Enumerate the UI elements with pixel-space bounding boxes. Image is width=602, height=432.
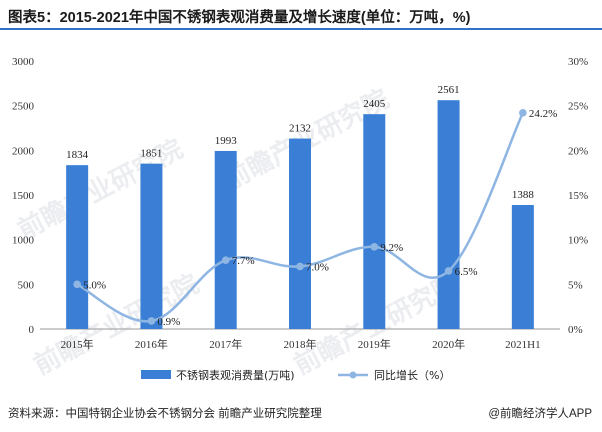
legend-line-marker [349, 371, 357, 379]
y-right-tick-label: 30% [568, 56, 588, 68]
chart-title: 图表5：2015-2021年中国不锈钢表观消费量及增长速度(单位：万吨，%) [8, 10, 471, 26]
bar-value-label: 1388 [512, 189, 535, 201]
bar [140, 163, 163, 329]
x-tick-label: 2021H1 [505, 339, 540, 351]
growth-point [370, 243, 379, 251]
legend-line-label: 同比增长（%） [374, 368, 450, 382]
y-left-tick-label: 3000 [12, 56, 35, 68]
bar [66, 165, 89, 329]
growth-point [221, 256, 230, 265]
legend-bar-swatch [141, 370, 171, 379]
x-tick-label: 2018年 [284, 337, 317, 351]
y-right-tick-label: 20% [568, 145, 588, 157]
source-note: 资料来源：中国特钢企业协会不锈钢分会 前瞻产业研究院整理 [8, 408, 322, 420]
combo-chart: 前瞻产业研究院前瞻产业研究院前瞻产业研究院前瞻产业研究院050010001500… [12, 56, 588, 382]
growth-value-label: 7.0% [306, 261, 329, 273]
growth-value-label: 5.0% [83, 279, 106, 291]
bar-value-label: 1851 [140, 148, 162, 160]
growth-value-label: 0.9% [157, 316, 180, 328]
growth-point [147, 317, 156, 325]
y-right-tick-label: 25% [568, 101, 588, 113]
y-right-tick-label: 0% [568, 324, 583, 336]
growth-point [519, 109, 527, 117]
y-left-tick-label: 2500 [12, 101, 35, 113]
growth-point [73, 280, 81, 289]
x-tick-label: 2017年 [209, 337, 242, 351]
growth-value-label: 24.2% [529, 108, 557, 120]
title-rule [0, 28, 602, 30]
y-left-tick-label: 1500 [12, 190, 35, 202]
bar [214, 150, 237, 329]
credit-note: @前瞻经济学人APP [488, 408, 592, 420]
bar-value-label: 2561 [438, 84, 460, 96]
bar-value-label: 2405 [363, 98, 386, 110]
x-tick-label: 2020年 [432, 337, 465, 351]
bar-value-label: 1834 [66, 149, 89, 161]
growth-point [444, 267, 453, 275]
y-right-tick-label: 15% [568, 190, 588, 202]
growth-value-label: 9.2% [380, 242, 403, 254]
y-left-tick-label: 2000 [12, 145, 35, 157]
bar [363, 114, 386, 329]
bar [511, 205, 534, 329]
x-tick-label: 2016年 [135, 337, 168, 351]
bar [437, 100, 460, 329]
growth-point [296, 262, 304, 271]
bar-value-label: 1993 [215, 135, 238, 147]
x-tick-label: 2019年 [358, 337, 391, 351]
legend-bar-label: 不锈钢表观消费量(万吨) [176, 368, 295, 382]
growth-value-label: 7.7% [232, 255, 255, 267]
bar [289, 138, 311, 329]
bar-value-label: 2132 [289, 123, 311, 135]
y-right-tick-label: 5% [568, 279, 583, 291]
y-right-tick-label: 10% [568, 235, 588, 247]
y-left-tick-label: 1000 [12, 235, 35, 247]
y-left-tick-label: 0 [29, 324, 35, 336]
x-tick-label: 2015年 [61, 337, 94, 351]
growth-value-label: 6.5% [455, 266, 478, 278]
y-left-tick-label: 500 [18, 279, 35, 291]
